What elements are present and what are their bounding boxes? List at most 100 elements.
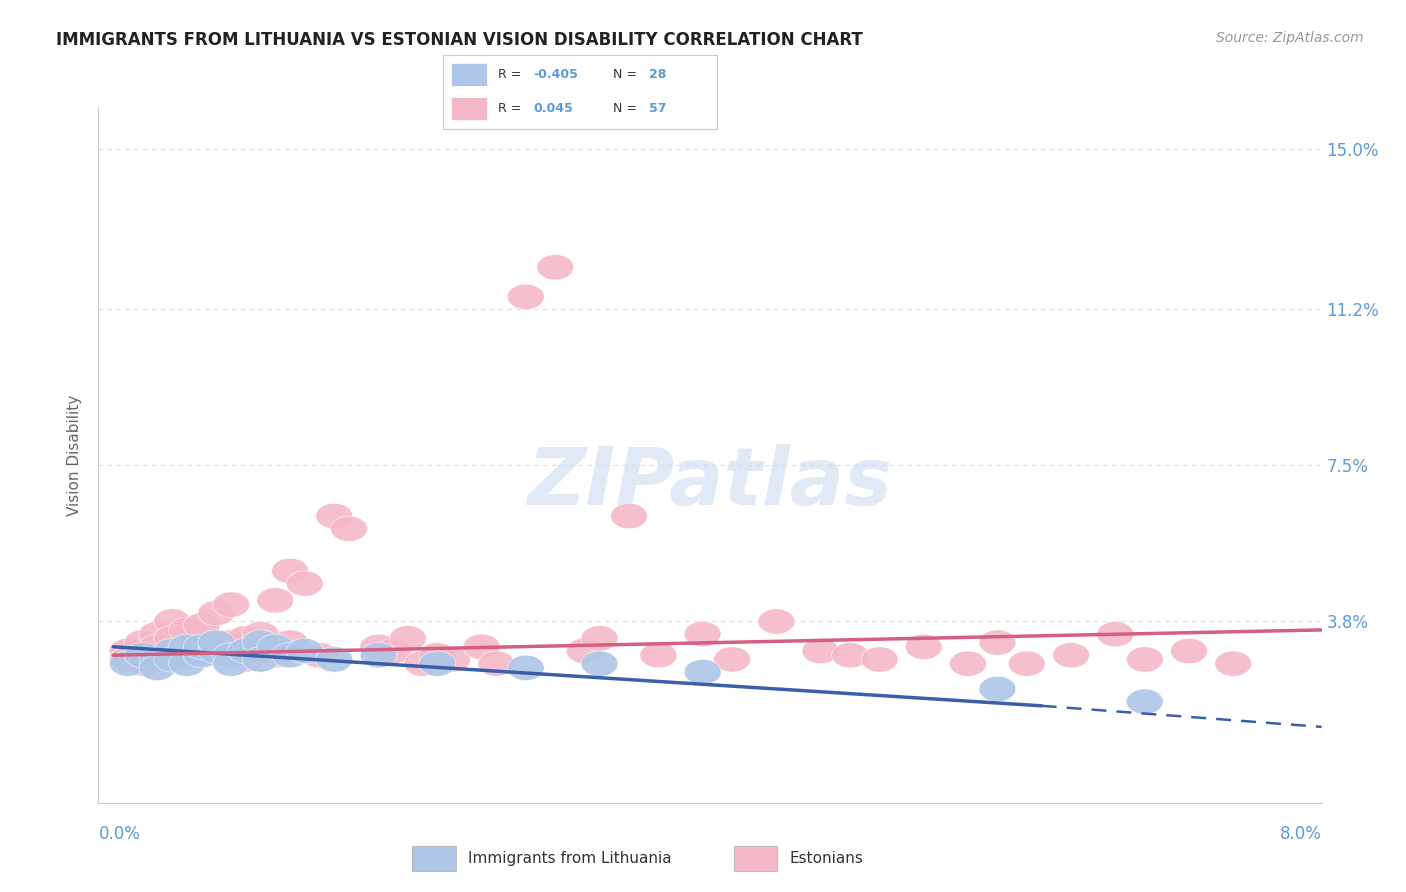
Ellipse shape [183, 634, 219, 659]
Ellipse shape [567, 639, 603, 664]
Text: IMMIGRANTS FROM LITHUANIA VS ESTONIAN VISION DISABILITY CORRELATION CHART: IMMIGRANTS FROM LITHUANIA VS ESTONIAN VI… [56, 31, 863, 49]
Ellipse shape [139, 656, 176, 681]
Ellipse shape [714, 647, 751, 672]
Text: R =: R = [498, 68, 524, 81]
Text: Estonians: Estonians [790, 851, 863, 866]
Ellipse shape [1126, 647, 1163, 672]
FancyBboxPatch shape [451, 96, 486, 120]
Text: 57: 57 [648, 102, 666, 115]
Ellipse shape [139, 622, 176, 647]
Ellipse shape [242, 630, 278, 656]
Ellipse shape [905, 634, 942, 659]
Ellipse shape [169, 642, 205, 668]
Ellipse shape [640, 642, 676, 668]
Ellipse shape [198, 634, 235, 659]
Ellipse shape [685, 659, 721, 685]
Ellipse shape [581, 625, 617, 651]
Text: ZIPatlas: ZIPatlas [527, 443, 893, 522]
Ellipse shape [153, 625, 191, 651]
Ellipse shape [831, 642, 869, 668]
Text: -0.405: -0.405 [533, 68, 578, 81]
Ellipse shape [758, 609, 794, 634]
Ellipse shape [463, 634, 501, 659]
Ellipse shape [1008, 651, 1045, 676]
Ellipse shape [537, 254, 574, 280]
Ellipse shape [124, 651, 162, 676]
Ellipse shape [257, 588, 294, 613]
Ellipse shape [110, 639, 146, 664]
Ellipse shape [242, 639, 278, 664]
Text: 8.0%: 8.0% [1279, 825, 1322, 843]
Ellipse shape [433, 647, 471, 672]
Ellipse shape [153, 647, 191, 672]
FancyBboxPatch shape [734, 847, 778, 871]
Ellipse shape [979, 676, 1015, 702]
Ellipse shape [685, 622, 721, 647]
Text: R =: R = [498, 102, 529, 115]
Ellipse shape [110, 647, 146, 672]
Ellipse shape [405, 651, 441, 676]
Ellipse shape [330, 516, 367, 541]
FancyBboxPatch shape [412, 847, 456, 871]
Ellipse shape [212, 592, 249, 617]
Ellipse shape [153, 639, 191, 664]
Ellipse shape [610, 503, 647, 529]
Ellipse shape [508, 656, 544, 681]
Text: 0.0%: 0.0% [98, 825, 141, 843]
Text: Source: ZipAtlas.com: Source: ZipAtlas.com [1216, 31, 1364, 45]
Ellipse shape [228, 625, 264, 651]
Ellipse shape [287, 639, 323, 664]
FancyBboxPatch shape [451, 62, 486, 87]
Ellipse shape [1126, 689, 1163, 714]
Ellipse shape [242, 647, 278, 672]
Ellipse shape [979, 630, 1015, 656]
Ellipse shape [183, 642, 219, 668]
Ellipse shape [139, 647, 176, 672]
Ellipse shape [271, 630, 308, 656]
Ellipse shape [316, 647, 353, 672]
Ellipse shape [949, 651, 987, 676]
Ellipse shape [212, 651, 249, 676]
Ellipse shape [1097, 622, 1133, 647]
Text: 28: 28 [648, 68, 666, 81]
Ellipse shape [242, 622, 278, 647]
Ellipse shape [301, 642, 337, 668]
Ellipse shape [478, 651, 515, 676]
Y-axis label: Vision Disability: Vision Disability [67, 394, 83, 516]
Ellipse shape [139, 634, 176, 659]
Ellipse shape [803, 639, 839, 664]
Ellipse shape [271, 558, 308, 583]
Text: N =: N = [613, 102, 641, 115]
Ellipse shape [860, 647, 898, 672]
Ellipse shape [169, 617, 205, 642]
Ellipse shape [228, 639, 264, 664]
Ellipse shape [212, 630, 249, 656]
Ellipse shape [375, 639, 412, 664]
Ellipse shape [360, 634, 396, 659]
Ellipse shape [257, 634, 294, 659]
Ellipse shape [1171, 639, 1208, 664]
Ellipse shape [124, 642, 162, 668]
Text: Immigrants from Lithuania: Immigrants from Lithuania [468, 851, 672, 866]
Ellipse shape [110, 651, 146, 676]
Ellipse shape [316, 503, 353, 529]
Ellipse shape [198, 630, 235, 656]
Ellipse shape [257, 642, 294, 668]
Ellipse shape [271, 642, 308, 668]
Ellipse shape [360, 642, 396, 668]
Ellipse shape [389, 625, 426, 651]
Ellipse shape [419, 651, 456, 676]
Ellipse shape [183, 613, 219, 639]
Ellipse shape [212, 642, 249, 668]
Ellipse shape [287, 571, 323, 596]
Ellipse shape [124, 630, 162, 656]
Ellipse shape [1053, 642, 1090, 668]
Ellipse shape [153, 609, 191, 634]
Ellipse shape [581, 651, 617, 676]
Ellipse shape [169, 651, 205, 676]
Ellipse shape [183, 639, 219, 664]
Ellipse shape [198, 639, 235, 664]
Text: N =: N = [613, 68, 641, 81]
Ellipse shape [228, 647, 264, 672]
Ellipse shape [1215, 651, 1251, 676]
